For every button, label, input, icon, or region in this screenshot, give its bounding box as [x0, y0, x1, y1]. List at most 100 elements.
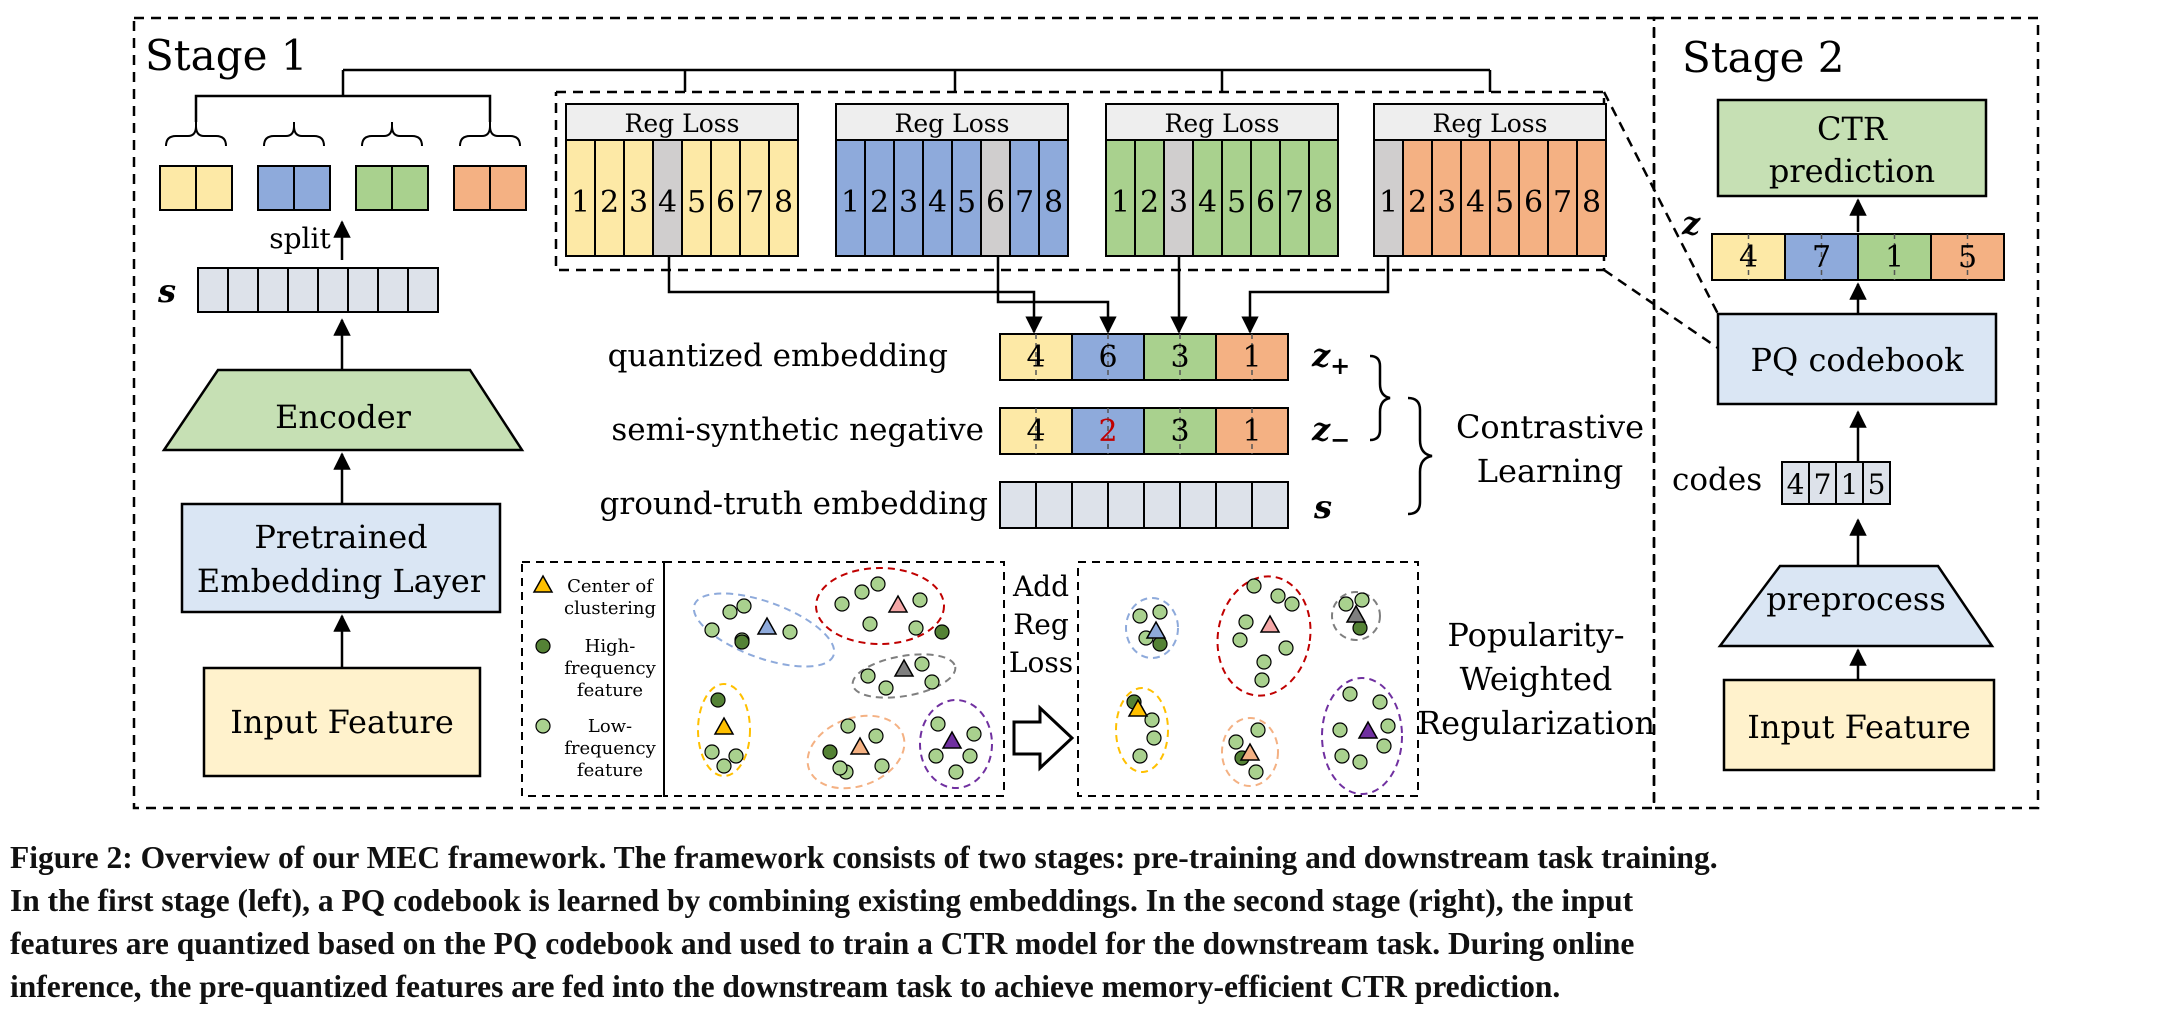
s-cell	[317, 267, 349, 313]
svg-text:Weighted: Weighted	[1460, 660, 1613, 698]
reg-loss-header	[835, 103, 1069, 141]
z-minus-label: z−	[1311, 410, 1350, 454]
reg-loss-header	[1105, 103, 1339, 141]
caption-line-1: Figure 2: Overview of our MEC framework.…	[10, 840, 1718, 875]
legend-box	[521, 561, 665, 797]
codeword	[1547, 139, 1578, 257]
low-frequency-point	[1256, 654, 1272, 670]
split-brace	[165, 125, 227, 147]
low-frequency-point	[704, 744, 720, 760]
embedding-value: 1	[1242, 414, 1261, 449]
ground-truth-cell	[1107, 481, 1145, 529]
high-frequency-point	[1152, 636, 1168, 652]
encoder-block: Encoder	[161, 368, 525, 452]
caption-line-2: In the first stage (left), a PQ codebook…	[10, 883, 1634, 918]
low-frequency-point	[1132, 748, 1148, 764]
stage1-title: Stage 1	[145, 31, 308, 80]
svg-text:Center of: Center of	[567, 576, 654, 597]
low-frequency-point	[1352, 754, 1368, 770]
low-frequency-point	[914, 656, 930, 672]
figure-caption: Figure 2: Overview of our MEC framework.…	[10, 836, 2160, 1008]
cluster-center	[1345, 604, 1367, 623]
low-frequency-point	[722, 604, 738, 620]
embedding-value: 2	[1098, 414, 1117, 449]
codeword	[1373, 139, 1404, 257]
codeword	[565, 139, 596, 257]
low-frequency-point	[1380, 718, 1396, 734]
cluster	[697, 683, 751, 777]
codeword	[768, 139, 799, 257]
split-cell	[293, 165, 331, 211]
codeword-index: 2	[870, 185, 889, 220]
codeword	[1221, 139, 1252, 257]
cluster-after-box	[1077, 561, 1419, 797]
embedding-value: 3	[1170, 414, 1189, 449]
codeword-index: 2	[600, 185, 619, 220]
reg-loss-header	[565, 103, 799, 141]
ground-truth-cell	[1215, 481, 1253, 529]
z-label-stage2: z	[1681, 204, 1701, 242]
codeword-index: 4	[928, 185, 947, 220]
low-frequency-point	[1144, 712, 1160, 728]
caption-line-4: inference, the pre-quantized features ar…	[10, 969, 1561, 1004]
brace-inner	[1369, 354, 1391, 442]
svg-text:Popularity-: Popularity-	[1447, 616, 1624, 654]
mec-framework-diagram: Stage 1 Stage 2 Input Feature Pretrained…	[132, 16, 2040, 810]
low-frequency-point	[1146, 730, 1162, 746]
codeword	[681, 139, 712, 257]
low-frequency-point	[854, 584, 870, 600]
split-cell	[159, 165, 197, 211]
codeword-index: 1	[841, 185, 860, 220]
split-cell	[453, 165, 491, 211]
embedding-value: 4	[1026, 340, 1045, 375]
s-cell	[347, 267, 379, 313]
embedding-value: 4	[1026, 414, 1045, 449]
codebook-2: Reg Loss 1 2 3 4 5 6 7 8	[835, 103, 1069, 257]
low-frequency-point	[1376, 738, 1392, 754]
low-frequency-point	[1372, 694, 1388, 710]
embedding-value: 3	[1170, 340, 1189, 375]
low-frequency-point	[1354, 592, 1370, 608]
svg-text:prediction: prediction	[1769, 152, 1935, 190]
s-vector-left	[197, 267, 439, 313]
low-frequency-point	[716, 758, 732, 774]
svg-text:High-: High-	[585, 636, 636, 657]
codeword-index: 4	[1466, 185, 1485, 220]
low-frequency-point	[1270, 588, 1286, 604]
svg-text:Encoder: Encoder	[275, 398, 412, 436]
ground-truth-cell	[1251, 481, 1289, 529]
svg-text:Embedding Layer: Embedding Layer	[197, 562, 486, 600]
split-sub-vectors	[159, 122, 527, 211]
codeword	[1402, 139, 1433, 257]
ground-truth-cell	[1179, 481, 1217, 529]
cluster	[692, 592, 836, 668]
codeword-index: 5	[1227, 185, 1246, 220]
s-cell	[377, 267, 409, 313]
svg-text:Add: Add	[1012, 570, 1069, 603]
selection-arrows	[667, 256, 1390, 334]
svg-text:PQ codebook: PQ codebook	[1751, 341, 1965, 379]
low-frequency-point	[704, 622, 720, 638]
codeword-index: 4	[658, 185, 677, 220]
low-frequency-point	[928, 748, 944, 764]
codeword	[652, 139, 683, 257]
low-frequency-point	[1338, 596, 1354, 612]
codeword	[1038, 139, 1069, 257]
svg-text:Input Feature: Input Feature	[1747, 708, 1971, 746]
low-frequency-point	[860, 668, 876, 684]
low-frequency-point	[912, 592, 928, 608]
cluster	[1216, 575, 1312, 697]
svg-text:CTR: CTR	[1817, 110, 1888, 148]
stage2-title: Stage 2	[1682, 33, 1845, 82]
embedding-value: 4	[1739, 240, 1758, 275]
ground-truth-cell	[1071, 481, 1109, 529]
low-frequency-point	[870, 576, 886, 592]
low-frequency-point	[782, 624, 798, 640]
ground-truth-cell	[1035, 481, 1073, 529]
cluster	[1321, 677, 1403, 795]
codeword-index: 6	[1524, 185, 1543, 220]
svg-text:feature: feature	[577, 760, 643, 781]
codeword	[710, 139, 741, 257]
codes-label: codes	[1672, 462, 1762, 498]
codeword-index: 7	[1285, 185, 1304, 220]
